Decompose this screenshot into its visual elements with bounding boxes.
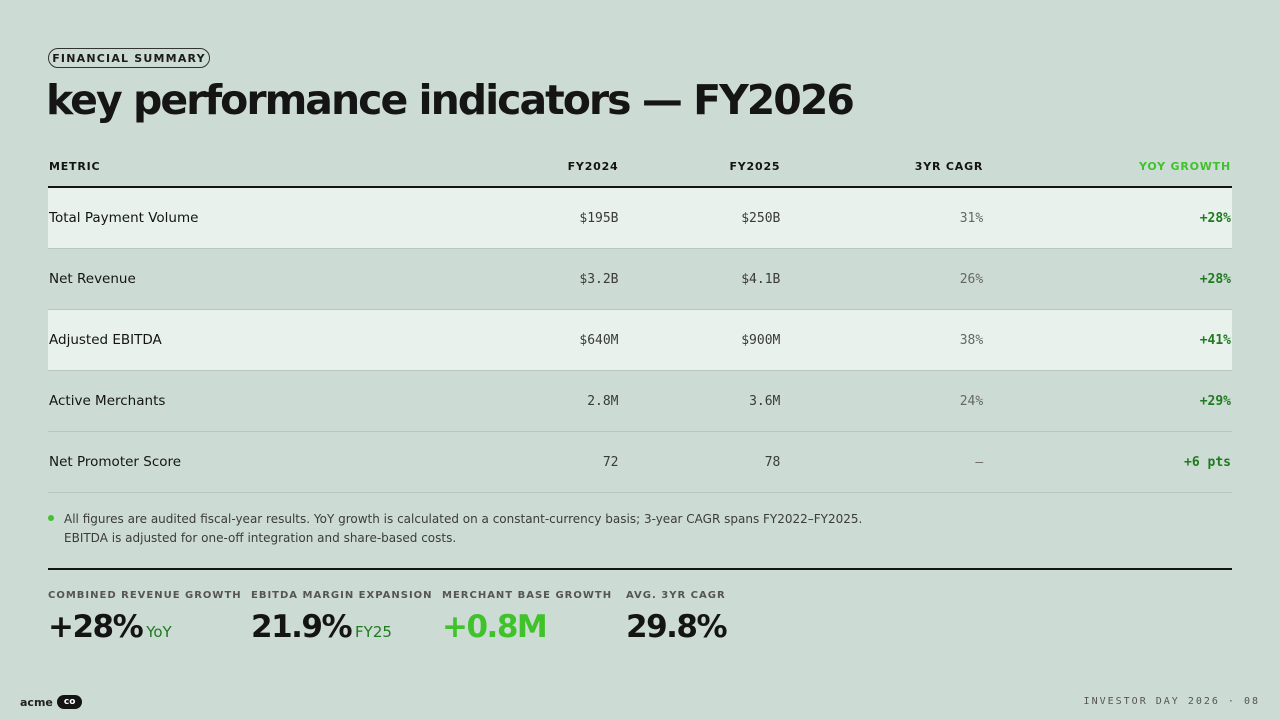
table-row: Net Promoter Score 72 78 — +6 pts <box>48 432 1232 493</box>
cagr-value: 31% <box>959 210 984 226</box>
fy2024-value: $195B <box>579 210 619 226</box>
metric-name: Net Revenue <box>49 271 136 287</box>
fy2025-value: 78 <box>764 454 781 470</box>
bullet-dot-icon <box>48 515 54 521</box>
fy2025-value: $4.1B <box>741 271 781 287</box>
kpi-value: 29.8% <box>626 609 728 645</box>
kpi-suffix: YoY <box>146 623 172 641</box>
fy2024-value: $640M <box>579 332 619 348</box>
cagr-value: 24% <box>959 393 984 409</box>
metric-name: Active Merchants <box>49 393 166 409</box>
column-header-metric: METRIC <box>49 159 101 173</box>
kpi-label: EBITDA MARGIN EXPANSION <box>251 590 433 601</box>
yoy-value: +29% <box>1199 393 1231 409</box>
divider <box>48 568 1232 570</box>
yoy-value: +28% <box>1199 271 1231 287</box>
kpi-value: 21.9% <box>251 609 353 645</box>
kpi-value: +28% <box>48 609 144 645</box>
footnote-text: All figures are audited fiscal-year resu… <box>64 512 863 545</box>
page-title: key performance indicators — FY2026 <box>46 76 855 124</box>
fy2025-value: $900M <box>741 332 781 348</box>
table-row: Active Merchants 2.8M 3.6M 24% +29% <box>48 371 1232 432</box>
column-header-cagr: 3YR CAGR <box>914 159 984 173</box>
fy2024-value: $3.2B <box>579 271 619 287</box>
column-header-yoy: YOY GROWTH <box>1138 159 1231 173</box>
fy2025-value: 3.6M <box>749 393 781 409</box>
fy2024-value: 72 <box>602 454 619 470</box>
table-row: Net Revenue $3.2B $4.1B 26% +28% <box>48 249 1232 310</box>
brand-chip: co <box>56 695 83 709</box>
metric-name: Adjusted EBITDA <box>49 332 162 348</box>
table-row: Adjusted EBITDA $640M $900M 38% +41% <box>48 310 1232 371</box>
fy2024-value: 2.8M <box>587 393 619 409</box>
brand-logo: acme co <box>20 695 83 709</box>
kpi-value-wrap: 21.9% FY25 <box>251 609 433 645</box>
kpi-ebitda-margin-expansion: EBITDA MARGIN EXPANSION 21.9% FY25 <box>251 590 433 645</box>
yoy-value: +41% <box>1199 332 1231 348</box>
kpi-label: MERCHANT BASE GROWTH <box>442 590 613 601</box>
footnote: All figures are audited fiscal-year resu… <box>48 510 908 548</box>
table-row: Total Payment Volume $195B $250B 31% +28… <box>48 188 1232 249</box>
metric-name: Net Promoter Score <box>49 454 182 470</box>
fy2025-value: $250B <box>741 210 781 226</box>
kpi-label: AVG. 3YR CAGR <box>626 590 726 601</box>
kpi-value: +0.8M <box>442 609 548 645</box>
cagr-value: 38% <box>959 332 984 348</box>
yoy-value: +6 pts <box>1184 454 1231 470</box>
slide-footer: INVESTOR DAY 2026 · 08 <box>1083 696 1260 707</box>
cagr-value: 26% <box>959 271 984 287</box>
metric-name: Total Payment Volume <box>49 210 199 226</box>
kpi-suffix: FY25 <box>355 623 392 641</box>
table-header: METRIC FY2024 FY2025 3YR CAGR YOY GROWTH <box>48 146 1232 188</box>
kpi-avg-3yr-cagr: AVG. 3YR CAGR 29.8% <box>626 590 728 645</box>
brand-name: acme <box>20 695 53 709</box>
column-header-fy2024: FY2024 <box>567 159 619 173</box>
kpi-label: COMBINED REVENUE GROWTH <box>48 590 242 601</box>
section-tag: FINANCIAL SUMMARY <box>48 48 210 68</box>
kpi-value-wrap: +28% YoY <box>48 609 242 645</box>
column-header-fy2025: FY2025 <box>729 159 781 173</box>
yoy-value: +28% <box>1199 210 1231 226</box>
kpi-merchant-base-growth: MERCHANT BASE GROWTH +0.8M <box>442 590 612 645</box>
kpi-table: METRIC FY2024 FY2025 3YR CAGR YOY GROWTH… <box>48 146 1232 493</box>
cagr-value: — <box>975 454 984 470</box>
kpi-combined-revenue-growth: COMBINED REVENUE GROWTH +28% YoY <box>48 590 242 645</box>
